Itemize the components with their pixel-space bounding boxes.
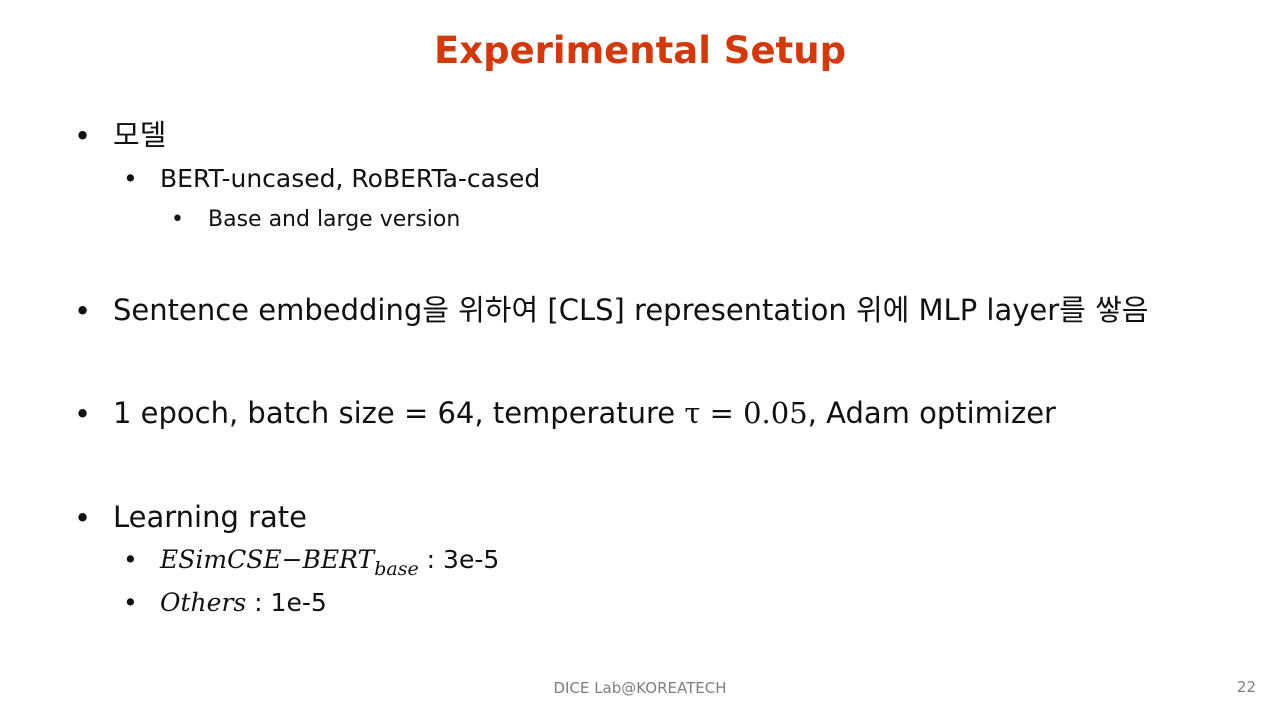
temperature-equation: τ = 0.05 bbox=[684, 396, 808, 430]
lr-esimcse: ESimCSE−BERTbase : 3e-5 bbox=[160, 543, 500, 580]
bullet-dot: • bbox=[74, 294, 92, 328]
bullet-hyperparameters: 1 epoch, batch size = 64, temperature τ … bbox=[113, 393, 1056, 433]
esimcse-subscript: base bbox=[374, 558, 419, 580]
others-label: Others bbox=[160, 588, 247, 617]
bullet-model-versions: Base and large version bbox=[208, 207, 461, 232]
bullet-dot: • bbox=[74, 119, 92, 153]
bullet-dot: • bbox=[123, 545, 138, 574]
footer-lab: DICE Lab@KOREATECH bbox=[553, 679, 727, 697]
esimcse-value: : 3e-5 bbox=[418, 545, 500, 574]
lr-others: Others : 1e-5 bbox=[160, 586, 327, 620]
bullet-model-variants: BERT-uncased, RoBERTa-cased bbox=[160, 164, 541, 193]
bullet-dot: • bbox=[123, 588, 138, 617]
bullet-dot: • bbox=[74, 501, 92, 535]
bullet-sentence-embedding: Sentence embedding을 위하여 [CLS] representa… bbox=[113, 293, 1149, 327]
page-number: 22 bbox=[1236, 678, 1256, 696]
slide-title: Experimental Setup bbox=[433, 29, 847, 72]
hyper-text-before: 1 epoch, batch size = 64, temperature bbox=[113, 396, 685, 430]
others-value: : 1e-5 bbox=[246, 588, 327, 617]
bullet-model-heading: 모델 bbox=[113, 118, 167, 152]
bullet-dot: • bbox=[74, 397, 92, 431]
bullet-learning-rate: Learning rate bbox=[113, 500, 308, 534]
bullet-dot: • bbox=[123, 164, 138, 193]
esimcse-label: ESimCSE−BERT bbox=[160, 545, 375, 574]
bullet-dot: • bbox=[171, 207, 184, 232]
hyper-text-after: , Adam optimizer bbox=[807, 396, 1056, 430]
